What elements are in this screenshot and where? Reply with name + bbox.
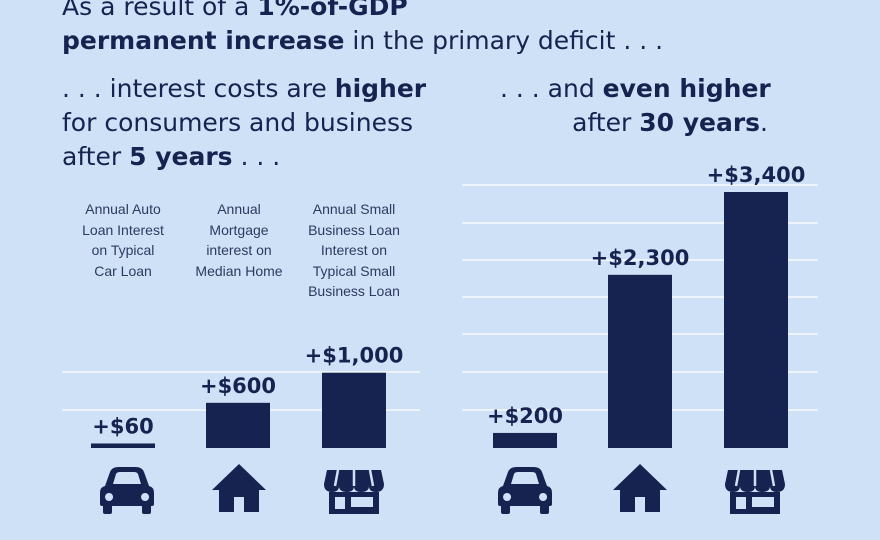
bar (724, 192, 788, 448)
headline-bold: permanent increase (62, 26, 345, 55)
category-label-small-business: Annual Small Business Loan Interest on T… (299, 199, 409, 302)
subtitle-bold: 30 years (639, 108, 761, 137)
gridlines (62, 184, 818, 411)
subtitle-bold: higher (334, 74, 427, 103)
headline-text: in the primary deficit . . . (344, 26, 664, 55)
bar (608, 274, 672, 448)
category-label-auto: Annual Auto Loan Interest on Typical Car… (68, 199, 178, 281)
bar (91, 443, 155, 448)
subtitle-text: . . . interest costs are (62, 74, 335, 103)
bar (322, 372, 386, 448)
subtitle-text: for consumers and business (62, 108, 414, 137)
subtitle-bold: even higher (602, 74, 771, 103)
category-label-line: Annual Auto (85, 201, 161, 217)
headline-bold: 1%-of-GDP (257, 0, 408, 21)
storefront-icon (723, 468, 787, 516)
headline-text: As a result of a (62, 0, 258, 21)
headline: As a result of a 1%-of-GDP permanent inc… (62, 0, 663, 58)
bar-value-label: +$2,300 (591, 246, 690, 270)
subtitle-text: after (62, 142, 130, 171)
category-label-line: Car Loan (94, 262, 152, 279)
storefront-icon (322, 468, 386, 516)
bars (91, 192, 788, 448)
category-label-line: Annual Small (312, 201, 396, 217)
subtitle-text: . . . (232, 142, 281, 171)
category-label-line: Interest on (320, 242, 388, 258)
car-icon (498, 467, 552, 514)
bar (206, 402, 270, 448)
category-label-line: Loan Interest (82, 221, 164, 238)
subtitle-text: after (572, 108, 640, 137)
subtitle-text: . . . and (500, 74, 603, 103)
right-subtitle: . . . and even higher after 30 years. (500, 72, 771, 140)
bar-value-label: +$200 (487, 404, 563, 428)
house-icon (613, 464, 667, 512)
bar-value-label: +$60 (92, 414, 153, 438)
left-subtitle: . . . interest costs are higher for cons… (62, 72, 426, 174)
bar-value-label: +$1,000 (305, 344, 404, 368)
house-icon (212, 464, 266, 512)
category-label-line: Business Loan (308, 283, 400, 299)
bar-value-label: +$600 (200, 374, 276, 398)
category-label-line: on Typical (91, 242, 155, 258)
bar (493, 432, 557, 448)
category-label-line: Median Home (195, 262, 283, 279)
value-labels: +$60 +$600 +$1,000 +$200 +$2,300 +$3,400 (92, 163, 805, 438)
headline-line-1: As a result of a 1%-of-GDP (62, 0, 663, 24)
category-label-mortgage: Annual Mortgage interest on Median Home (184, 199, 294, 281)
category-label-line: Typical Small (312, 262, 396, 279)
subtitle-text: . (760, 108, 768, 137)
headline-line-2: permanent increase in the primary defici… (62, 24, 663, 58)
category-label-line: Business Loan (308, 221, 400, 238)
category-label-line: Mortgage (209, 221, 269, 238)
category-label-line: Annual (217, 201, 261, 217)
subtitle-bold: 5 years (129, 142, 233, 171)
bar-value-label: +$3,400 (707, 163, 806, 187)
category-label-line: interest on (206, 242, 272, 258)
car-icon (100, 467, 154, 514)
